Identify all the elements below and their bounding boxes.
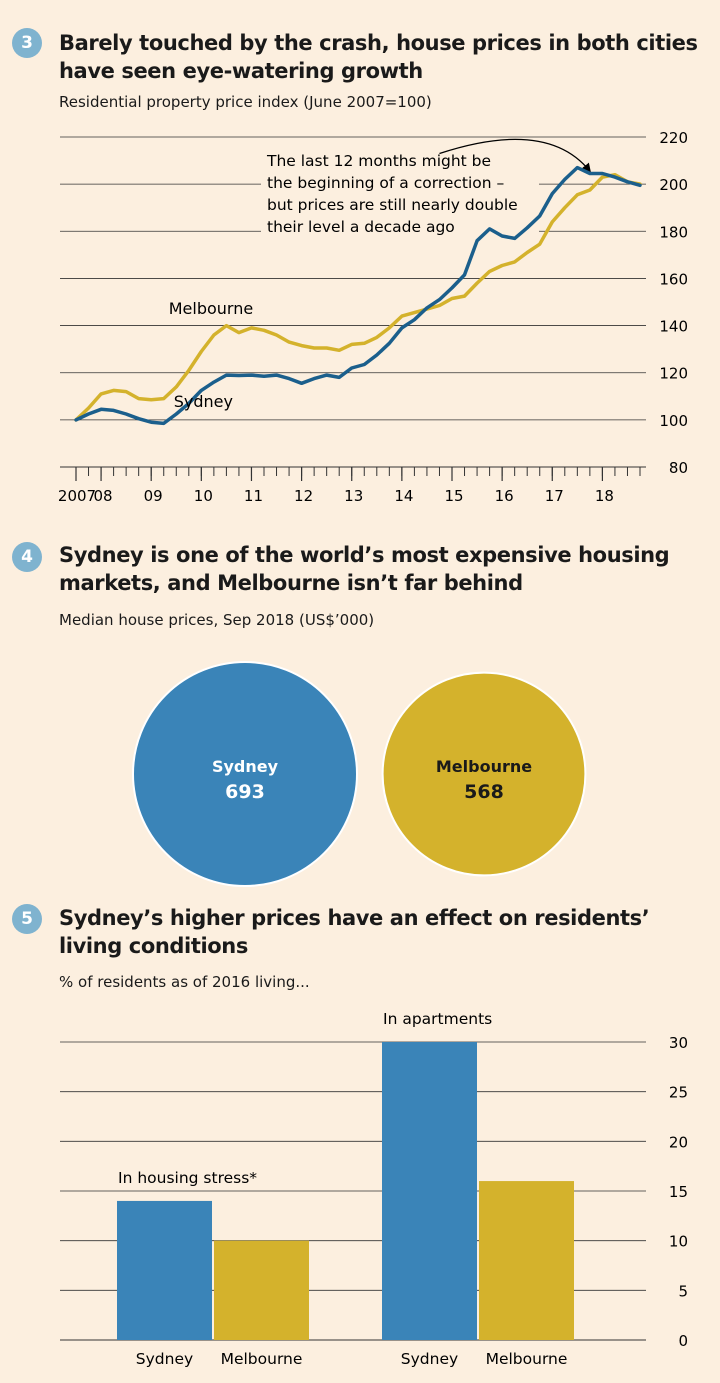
x-tick-label: 13 <box>344 487 363 505</box>
category-label: Melbourne <box>221 1350 303 1368</box>
x-tick-label: 16 <box>495 487 514 505</box>
y-tick-label: 15 <box>669 1183 688 1201</box>
group-label: In housing stress* <box>118 1169 257 1187</box>
x-tick-label: 10 <box>194 487 213 505</box>
y-tick-label: 30 <box>669 1034 688 1052</box>
chart-title: Sydney is one of the world’s most expens… <box>59 543 670 595</box>
y-tick-label: 200 <box>659 176 688 194</box>
bubble-label: Sydney <box>212 757 279 776</box>
annotation-background <box>261 148 539 242</box>
melbourne-bar <box>214 1240 309 1340</box>
x-tick-label: 17 <box>545 487 564 505</box>
chart-title: Sydney’s higher prices have an effect on… <box>59 906 650 958</box>
y-tick-label: 140 <box>659 318 688 336</box>
chart-title: Barely touched by the crash, house price… <box>59 31 698 83</box>
x-tick-label: 15 <box>444 487 463 505</box>
chart-number-badge: 3 <box>12 28 42 58</box>
price-index-section: 3 Barely touched by the crash, house pri… <box>0 0 720 520</box>
y-tick-label: 80 <box>669 459 688 477</box>
annotation-text: the beginning of a correction – <box>267 174 504 192</box>
y-tick-label: 25 <box>669 1084 688 1102</box>
annotation-text: The last 12 months might be <box>266 152 491 170</box>
category-label: Sydney <box>401 1350 458 1368</box>
annotation-arrow <box>439 138 592 173</box>
chart-subtitle: Median house prices, Sep 2018 (US$’000) <box>59 611 375 629</box>
annotation-text: their level a decade ago <box>267 218 455 236</box>
sydney-bar <box>117 1200 212 1340</box>
chart-number-badge: 4 <box>12 542 42 572</box>
median-price-bubble-chart: Sydney 693 Melbourne 568 <box>132 661 587 887</box>
chart-subtitle: % of residents as of 2016 living... <box>59 973 310 991</box>
y-tick-label: 180 <box>659 223 688 241</box>
y-tick-label: 160 <box>659 270 688 288</box>
melbourne-line <box>74 172 642 422</box>
melbourne-bubble <box>381 671 587 877</box>
series-label-melbourne: Melbourne <box>169 299 253 318</box>
bubble-label: Melbourne <box>436 757 532 776</box>
bubble-value: 693 <box>225 781 265 803</box>
series-label-sydney: Sydney <box>174 392 233 411</box>
x-tick-label: 14 <box>394 487 413 505</box>
category-label: Melbourne <box>486 1350 568 1368</box>
y-tick-label: 0 <box>678 1332 688 1350</box>
chart-subtitle: Residential property price index (June 2… <box>59 93 432 111</box>
x-tick-label: 08 <box>94 487 113 505</box>
living-conditions-section: 5 Sydney’s higher prices have an effect … <box>0 890 720 1383</box>
median-price-section: 4 Sydney is one of the world’s most expe… <box>0 520 720 890</box>
living-conditions-bar-chart: 0 5 10 15 20 25 30 Sydney Melbourne In housing st… <box>60 1010 688 1368</box>
category-label: Sydney <box>136 1350 193 1368</box>
x-tick-label: 09 <box>144 487 163 505</box>
melbourne-bar <box>479 1181 574 1340</box>
y-tick-label: 120 <box>659 365 688 383</box>
bubble-value: 568 <box>464 781 504 803</box>
annotation-text: but prices are still nearly double <box>267 196 518 214</box>
x-tick-label: 18 <box>595 487 614 505</box>
sydney-bar <box>382 1042 477 1340</box>
sydney-line <box>74 165 642 426</box>
x-tick-label: 2007 <box>58 487 96 505</box>
x-tick-label: 11 <box>244 487 263 505</box>
y-tick-label: 5 <box>678 1282 688 1300</box>
y-tick-label: 100 <box>659 412 688 430</box>
y-tick-label: 20 <box>669 1133 688 1151</box>
group-label: In apartments <box>383 1010 492 1028</box>
sydney-bubble <box>132 661 358 887</box>
chart-number-badge: 5 <box>12 904 42 934</box>
y-tick-label: 220 <box>659 129 688 147</box>
y-tick-label: 10 <box>669 1233 688 1251</box>
x-tick-label: 12 <box>294 487 313 505</box>
